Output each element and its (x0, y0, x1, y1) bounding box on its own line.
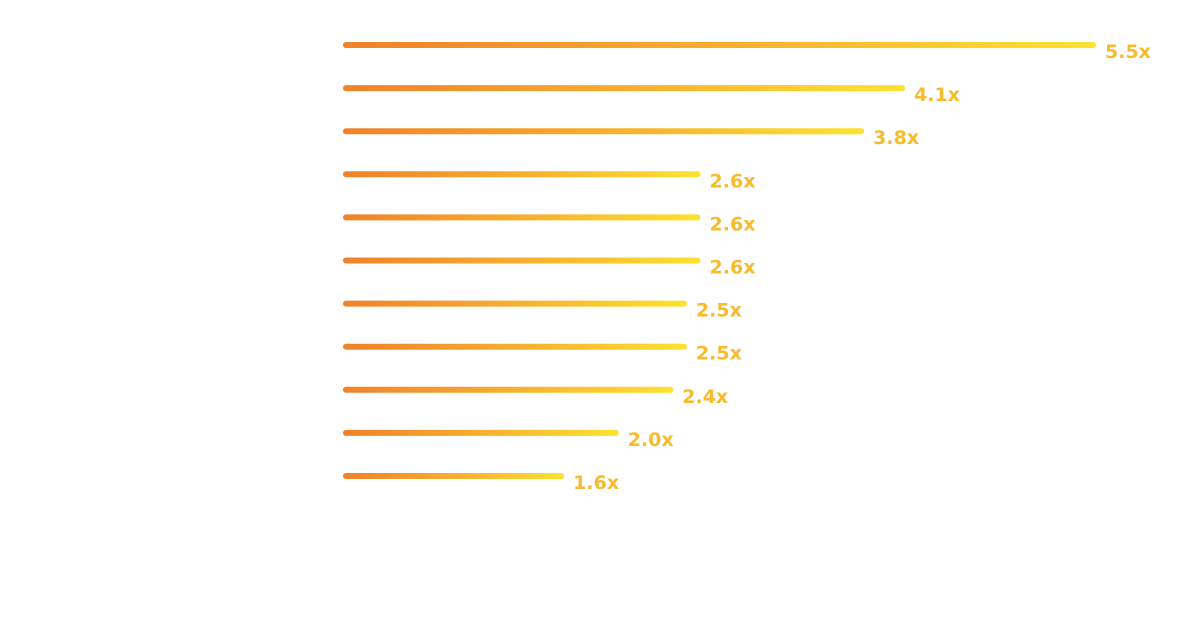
value-label-11: 1.6x (573, 472, 619, 494)
bar-3 (343, 128, 865, 135)
value-labels-group: 5.5x 4.1x 3.8x 2.6x 2.6x 2.6x 2.5x 2.5x 2.4x 2.0x… (573, 41, 1151, 494)
bar-6 (343, 257, 701, 264)
value-label-9: 2.4x (682, 386, 728, 408)
bar-7 (343, 300, 687, 307)
bar-10 (343, 429, 619, 436)
bar-9 (343, 386, 674, 393)
value-label-10: 2.0x (628, 429, 674, 451)
value-label-6: 2.6x (710, 257, 756, 279)
bar-5 (343, 214, 701, 221)
value-label-3: 3.8x (873, 127, 919, 149)
value-label-2: 4.1x (914, 84, 960, 106)
value-label-8: 2.5x (696, 343, 742, 365)
value-label-4: 2.6x (710, 170, 756, 192)
value-label-1: 5.5x (1105, 41, 1151, 63)
bar-8 (343, 343, 687, 350)
bar-4 (343, 171, 701, 178)
value-label-7: 2.5x (696, 300, 742, 322)
bar-1 (343, 42, 1096, 48)
bar-11 (343, 473, 565, 479)
value-label-5: 2.6x (710, 213, 756, 235)
bar-2 (343, 85, 906, 92)
bars-group (343, 42, 1096, 479)
